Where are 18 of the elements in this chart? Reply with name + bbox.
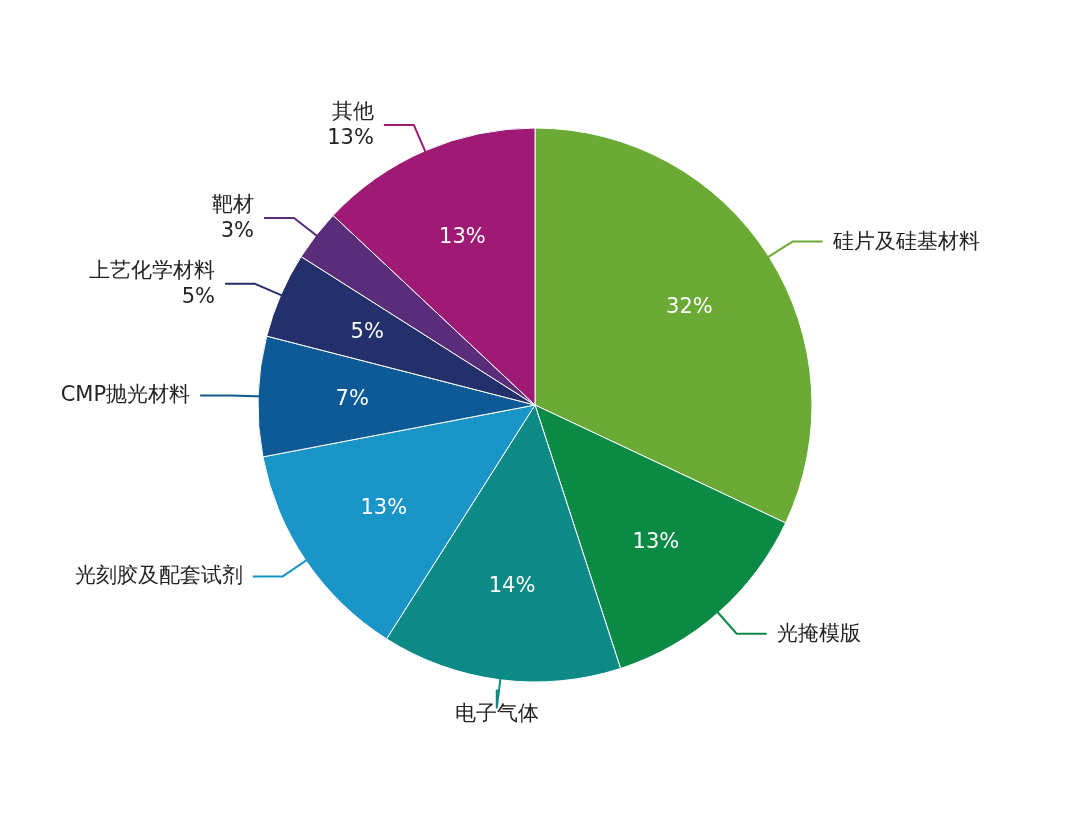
data-label: 13% — [439, 224, 486, 249]
slice-label: 硅片及硅基材料 — [831, 228, 980, 253]
slice-label: 上艺化学材料 — [89, 257, 216, 282]
data-label: 13% — [632, 529, 680, 554]
slice-label: CMP抛光材料 — [60, 382, 191, 407]
slice-label: 靶材 — [212, 192, 254, 217]
slice-label: 其他 — [331, 99, 374, 124]
data-label: 5% — [350, 319, 384, 344]
slice-label: 光掩模版 — [776, 620, 861, 645]
slice-label: 电子气体 — [454, 700, 539, 725]
data-label: 13% — [360, 494, 408, 519]
text: 13% — [327, 125, 374, 150]
data-label: 7% — [335, 386, 369, 411]
slice-label: 光刻胶及配套试剂 — [74, 563, 243, 588]
data-label: 14% — [488, 573, 536, 598]
text: 3% — [220, 218, 254, 243]
text: 5% — [181, 283, 216, 308]
data-label: 32% — [666, 294, 713, 319]
